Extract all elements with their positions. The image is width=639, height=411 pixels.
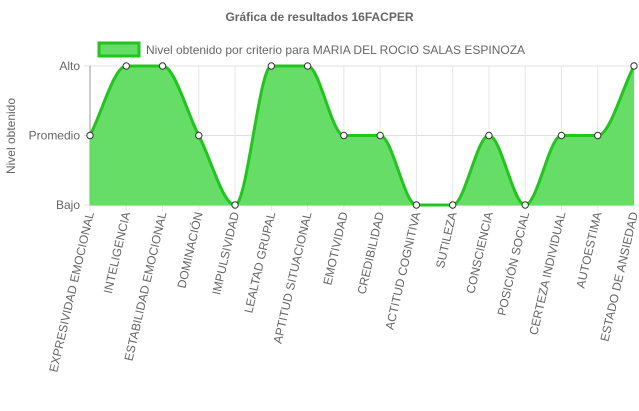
x-tick-label: ACTITUD COGNITIVA [383, 211, 424, 332]
series-area [88, 64, 636, 207]
data-point[interactable] [122, 62, 130, 70]
data-point[interactable] [195, 131, 203, 140]
data-point[interactable] [485, 131, 493, 140]
legend-label: Nivel obtenido por criterio para MARIA D… [146, 43, 525, 57]
x-tick-label: SUTILEZA [433, 211, 460, 270]
data-point[interactable] [340, 131, 348, 140]
legend-swatch [97, 41, 141, 58]
x-tick-label: INTELIGENCIA [101, 211, 133, 295]
x-tick-label: EMOTIVIDAD [320, 210, 351, 286]
y-tick-label: Bajo [56, 198, 80, 212]
x-tick-label: CONSCIENCIA [463, 211, 495, 295]
data-point[interactable] [86, 131, 94, 140]
x-tick-label: ESTADO DE ANSIEDAD [597, 210, 639, 343]
x-tick-label: LEALTAD GRUPAL [241, 210, 278, 314]
data-point[interactable] [448, 201, 457, 209]
data-point[interactable] [557, 131, 566, 140]
data-point[interactable] [412, 201, 421, 209]
data-point[interactable] [231, 201, 239, 209]
data-point[interactable] [303, 62, 312, 70]
x-ticks: EXPRESIVIDAD EMOCIONAL INTELIGENCIAESTABI… [46, 210, 639, 374]
y-tick-label: Promedio [29, 129, 81, 143]
data-points [86, 62, 638, 209]
data-point[interactable] [630, 62, 638, 70]
x-tick-label: APTITUD SITUACIONAL [271, 210, 315, 345]
legend[interactable]: Nivel obtenido por criterio para MARIA D… [97, 41, 525, 58]
x-tick-label: EXPRESIVIDAD EMOCIONAL [46, 210, 97, 373]
y-axis-label: Nivel obtenido [4, 98, 18, 174]
x-tick-label: POSICIÓN SOCIAL [494, 210, 533, 317]
x-tick-label: CREDIBILIDAD [355, 210, 388, 295]
chart-title: Gráfica de resultados 16FACPER [225, 10, 413, 24]
data-point[interactable] [267, 62, 276, 70]
data-point[interactable] [594, 131, 602, 140]
y-tick-label: Alto [59, 59, 80, 73]
data-point[interactable] [158, 62, 167, 70]
series-line [88, 64, 636, 207]
x-tick-label: AUTOESTIMA [574, 211, 605, 290]
data-point[interactable] [521, 201, 529, 209]
x-tick-label: IMPULSIVIDAD [209, 210, 242, 296]
x-tick-label: CERTEZA INDIVIDUAL [526, 210, 568, 336]
x-tick-label: DOMINACIÓN [174, 210, 206, 289]
data-point[interactable] [376, 131, 384, 140]
y-ticks: Bajo Promedio Alto [29, 59, 81, 212]
